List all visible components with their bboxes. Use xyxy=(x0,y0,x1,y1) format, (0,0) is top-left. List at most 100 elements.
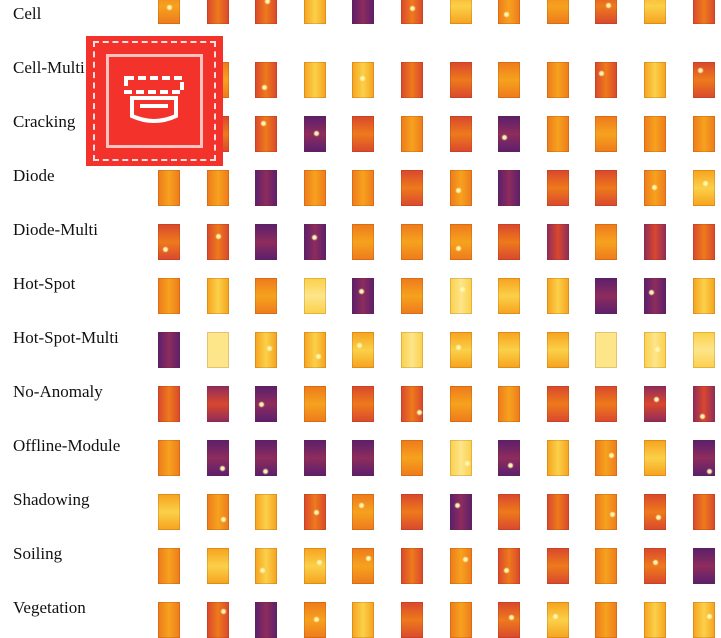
thermal-tile xyxy=(644,278,666,314)
thermal-tile xyxy=(255,0,277,24)
hot-spot-mark xyxy=(263,469,268,474)
thermal-tile xyxy=(498,494,520,530)
thermal-tile xyxy=(207,386,229,422)
thermal-tile xyxy=(693,0,715,24)
hot-spot-mark xyxy=(359,503,364,508)
thermal-tile xyxy=(693,224,715,260)
thermal-tile xyxy=(304,602,326,638)
thermal-tile xyxy=(207,170,229,206)
thermal-tile xyxy=(255,332,277,368)
thermal-tile xyxy=(255,548,277,584)
row-label: Vegetation xyxy=(13,598,86,617)
thermal-tile xyxy=(158,224,180,260)
thermal-tile xyxy=(352,332,374,368)
hot-spot-mark xyxy=(312,235,317,240)
hot-spot-mark xyxy=(707,469,712,474)
thermal-tile xyxy=(644,440,666,476)
hot-spot-mark xyxy=(460,287,465,292)
thermal-tile xyxy=(644,116,666,152)
thermal-tile xyxy=(644,548,666,584)
thermal-tile xyxy=(158,602,180,638)
hot-spot-mark xyxy=(456,345,461,350)
thermal-tile xyxy=(595,386,617,422)
row-label: Hot-Spot-Multi xyxy=(13,328,119,347)
hot-spot-mark xyxy=(357,343,362,348)
thermal-tile xyxy=(547,0,569,24)
hot-spot-mark xyxy=(360,76,365,81)
hot-spot-mark xyxy=(654,397,659,402)
thermal-tile xyxy=(644,494,666,530)
thermal-tile xyxy=(450,386,472,422)
thermal-tile xyxy=(547,602,569,638)
hot-spot-mark xyxy=(504,568,509,573)
thermal-tile xyxy=(401,224,423,260)
thermal-tile xyxy=(595,170,617,206)
hot-spot-mark xyxy=(314,510,319,515)
thermal-tile xyxy=(595,440,617,476)
thermal-tile xyxy=(207,494,229,530)
thermal-tile xyxy=(498,170,520,206)
thermal-tile xyxy=(158,386,180,422)
thermal-tile xyxy=(693,494,715,530)
thermal-tile xyxy=(158,494,180,530)
thermal-tile xyxy=(547,278,569,314)
hot-spot-mark xyxy=(656,515,661,520)
hot-spot-mark xyxy=(314,617,319,622)
icon-dashed-frame xyxy=(93,41,216,161)
thermal-tile xyxy=(207,278,229,314)
thermal-tile xyxy=(547,170,569,206)
thermal-tile xyxy=(401,494,423,530)
thermal-tile xyxy=(304,440,326,476)
row-label: Shadowing xyxy=(13,490,90,509)
thermal-tile xyxy=(450,440,472,476)
thermal-tile xyxy=(304,170,326,206)
thermal-tile xyxy=(158,548,180,584)
thermal-tile xyxy=(450,548,472,584)
thermal-tile xyxy=(450,494,472,530)
thermal-tile xyxy=(595,62,617,98)
hot-spot-mark xyxy=(455,503,460,508)
thermal-tile xyxy=(595,116,617,152)
thermal-tile xyxy=(498,116,520,152)
thermal-tile xyxy=(498,278,520,314)
thermal-tile xyxy=(304,224,326,260)
thermal-tile xyxy=(304,332,326,368)
thermal-tile xyxy=(693,548,715,584)
thermal-tile xyxy=(498,440,520,476)
hot-spot-mark xyxy=(655,347,660,352)
thermal-tile xyxy=(595,332,617,368)
thermal-tile xyxy=(644,0,666,24)
hot-spot-mark xyxy=(509,615,514,620)
thermal-tile xyxy=(255,62,277,98)
thermal-tile xyxy=(450,278,472,314)
thermal-tile xyxy=(401,278,423,314)
hot-spot-mark xyxy=(465,461,470,466)
thermal-tile xyxy=(644,386,666,422)
row-label: Soiling xyxy=(13,544,63,563)
icon-inner-frame xyxy=(106,54,203,148)
hot-spot-mark xyxy=(553,614,558,619)
hot-spot-mark xyxy=(265,0,270,4)
thermal-tile xyxy=(352,494,374,530)
thermal-tile xyxy=(255,602,277,638)
hot-spot-mark xyxy=(508,463,513,468)
thermal-tile xyxy=(450,224,472,260)
hot-spot-mark xyxy=(609,453,614,458)
hot-spot-mark xyxy=(610,512,615,517)
row-label: No-Anomaly xyxy=(13,382,103,401)
thermal-tile xyxy=(547,62,569,98)
thermal-tile xyxy=(693,116,715,152)
thermal-tile xyxy=(352,440,374,476)
hot-spot-mark xyxy=(221,517,226,522)
hot-spot-mark xyxy=(700,414,705,419)
thermal-tile xyxy=(255,224,277,260)
thermal-tile xyxy=(498,224,520,260)
thermal-tile xyxy=(547,116,569,152)
thermal-tile xyxy=(158,440,180,476)
thermal-tile xyxy=(158,0,180,24)
hot-spot-mark xyxy=(504,12,509,17)
thermal-tile xyxy=(255,440,277,476)
thermal-tile xyxy=(352,116,374,152)
thermal-tile xyxy=(401,386,423,422)
thermal-tile xyxy=(304,62,326,98)
